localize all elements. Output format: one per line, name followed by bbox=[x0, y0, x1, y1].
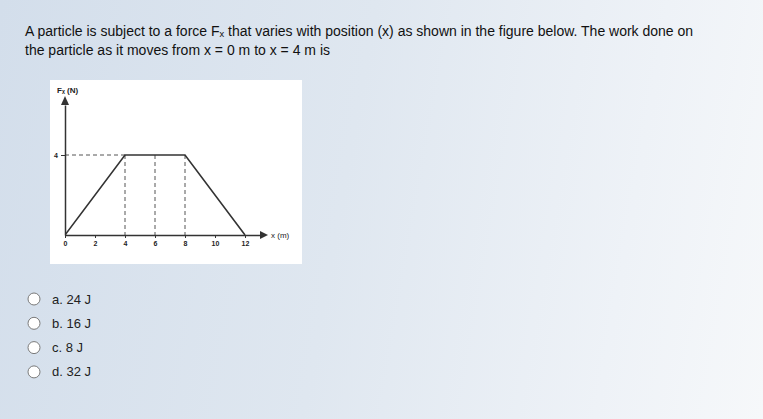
option-label: a. 24 J bbox=[52, 292, 91, 307]
level-line bbox=[65, 155, 125, 156]
x-tick: 6 bbox=[154, 235, 158, 247]
x-axis-line bbox=[66, 235, 261, 237]
x-tick-mark bbox=[95, 235, 96, 238]
option-label: b. 16 J bbox=[52, 316, 91, 331]
guides bbox=[65, 155, 185, 235]
x-tick-label: 10 bbox=[212, 240, 220, 247]
x-tick-label: 0 bbox=[64, 240, 68, 247]
x-tick: 8 bbox=[184, 235, 188, 247]
x-tick-mark bbox=[185, 235, 186, 238]
y-arrowhead bbox=[61, 96, 69, 105]
question-line: A particle is subject to a force Fₓ that… bbox=[25, 23, 693, 39]
x-tick-mark bbox=[155, 235, 156, 238]
y-tick: 4 bbox=[54, 152, 65, 159]
x-tick: 4 bbox=[124, 235, 128, 247]
x-tick-label: 8 bbox=[184, 240, 188, 247]
y-axis-line bbox=[65, 106, 67, 236]
radio-button[interactable] bbox=[28, 366, 40, 378]
x-arrowhead bbox=[260, 231, 268, 239]
x-axis-label: x (m) bbox=[271, 231, 290, 240]
force-line bbox=[65, 155, 245, 235]
x-tick: 12 bbox=[242, 235, 250, 247]
plot-area bbox=[65, 155, 245, 235]
x-tick-label: 12 bbox=[242, 240, 250, 247]
y-tick-label: 4 bbox=[54, 152, 58, 159]
drop-line bbox=[125, 155, 126, 235]
x-axis: 0 2 4 6 8 10 12 bbox=[64, 235, 261, 247]
radio-button[interactable] bbox=[28, 342, 40, 354]
x-tick-mark bbox=[215, 235, 216, 238]
figure-panel bbox=[50, 80, 302, 264]
question-line: the particle as it moves from x = 0 m to… bbox=[25, 42, 330, 58]
x-tick: 2 bbox=[94, 235, 98, 247]
x-tick: 0 bbox=[64, 235, 68, 247]
radio-button[interactable] bbox=[28, 317, 40, 329]
x-tick-label: 2 bbox=[94, 240, 98, 247]
y-axis-label: Fₓ (N) bbox=[57, 86, 78, 95]
page: A particle is subject to a force Fₓ that… bbox=[0, 0, 763, 419]
drop-line bbox=[185, 155, 186, 235]
x-tick-mark bbox=[125, 235, 126, 238]
option-label: d. 32 J bbox=[52, 364, 91, 379]
drop-line bbox=[155, 155, 156, 235]
x-tick-mark bbox=[245, 235, 246, 238]
radio-button[interactable] bbox=[28, 293, 40, 305]
x-tick-label: 4 bbox=[124, 240, 128, 247]
y-axis: 4 bbox=[54, 106, 65, 236]
x-tick-label: 6 bbox=[154, 240, 158, 247]
y-tick-mark bbox=[61, 155, 65, 156]
option-label: c. 8 J bbox=[52, 340, 83, 355]
x-tick: 10 bbox=[212, 235, 220, 247]
